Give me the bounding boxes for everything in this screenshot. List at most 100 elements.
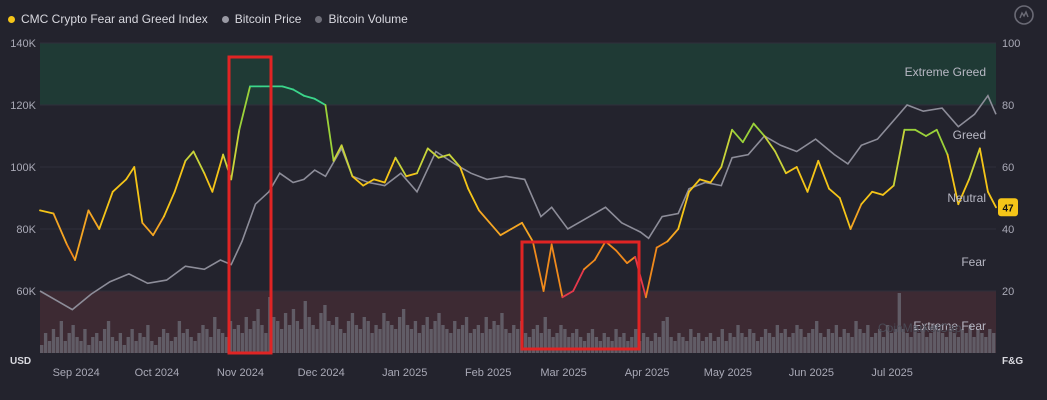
volume-bar — [547, 329, 551, 353]
volume-bar — [378, 329, 382, 353]
volume-bar — [311, 325, 315, 353]
volume-bar — [413, 321, 418, 353]
fear-greed-segment — [666, 228, 680, 243]
volume-bar — [767, 333, 772, 353]
volume-bar — [150, 341, 154, 353]
volume-bar — [449, 333, 453, 353]
volume-bar — [464, 317, 469, 353]
volume-bar — [457, 329, 461, 353]
volume-bar — [929, 333, 933, 353]
fear-greed-segment — [405, 172, 418, 178]
volume-bar — [720, 329, 724, 353]
volume-bar — [342, 333, 347, 353]
volume-bar — [940, 333, 945, 353]
fear-greed-segment — [752, 122, 766, 137]
volume-bar — [488, 329, 492, 353]
volume-bar — [417, 333, 422, 353]
y-left-tick-label: 120K — [10, 100, 36, 112]
volume-bar — [964, 333, 968, 353]
volume-bar — [138, 333, 142, 353]
fear-greed-segment — [978, 147, 989, 193]
fear-greed-segment — [645, 246, 658, 299]
volume-bar — [555, 333, 559, 353]
fear-greed-segment — [52, 212, 68, 246]
volume-bar — [484, 317, 488, 353]
volume-bar — [586, 333, 591, 353]
x-tick-label: Oct 2024 — [135, 367, 180, 379]
volume-bar — [874, 333, 878, 353]
volume-bar — [618, 337, 622, 353]
fear-greed-segment — [340, 144, 354, 178]
volume-bar — [602, 333, 606, 353]
fear-greed-segment — [39, 209, 55, 215]
volume-bar — [468, 333, 473, 353]
fear-greed-segment — [448, 153, 462, 168]
legend-item-fear-greed[interactable]: CMC Crypto Fear and Greed Index — [8, 12, 208, 26]
volume-bar — [535, 325, 540, 353]
zone-label: Extreme Fear — [913, 319, 986, 333]
volume-bar — [244, 317, 248, 353]
volume-bar — [846, 333, 850, 353]
fear-greed-segment — [467, 187, 480, 212]
fear-greed-segment — [634, 255, 647, 299]
y-right-tick-label: 80 — [1002, 100, 1014, 112]
fear-greed-segment — [111, 178, 128, 193]
volume-bar — [279, 329, 284, 353]
volume-bar — [787, 337, 791, 353]
volume-bar — [697, 333, 701, 353]
fear-greed-segment — [817, 159, 830, 190]
fear-greed-segment — [173, 159, 187, 193]
volume-bar — [523, 333, 528, 353]
volume-bar — [759, 337, 764, 353]
volume-bar — [693, 337, 697, 353]
volume-bar — [779, 333, 783, 353]
volume-bar — [386, 321, 390, 353]
volume-bar — [858, 329, 862, 353]
volume-bar — [917, 333, 921, 353]
fear-greed-segment — [720, 128, 733, 168]
volume-bar — [158, 337, 162, 353]
fear-greed-segment — [203, 172, 214, 193]
current-value-badge — [998, 198, 1018, 217]
fear-greed-segment — [87, 209, 101, 230]
fear-greed-segment — [698, 178, 712, 184]
x-tick-label: Sep 2024 — [53, 367, 100, 379]
volume-bar — [590, 329, 595, 353]
volume-bar — [716, 337, 721, 353]
fear-greed-segment — [593, 240, 607, 261]
fear-greed-segment — [583, 259, 596, 271]
volume-bar — [114, 341, 119, 353]
fear-greed-segment — [806, 159, 820, 193]
volume-bar — [401, 309, 406, 353]
volume-bar — [248, 329, 252, 353]
volume-bar — [850, 337, 854, 353]
fear-greed-segment — [230, 128, 241, 181]
bitcoin-volume-dot-icon — [315, 15, 323, 23]
volume-bar — [712, 341, 717, 353]
volume-bar — [795, 325, 799, 353]
legend-item-bitcoin-volume[interactable]: Bitcoin Volume — [315, 12, 408, 26]
volume-bar — [626, 341, 630, 353]
volume-bar — [622, 333, 626, 353]
volume-bar — [264, 333, 268, 353]
fear-greed-segment — [373, 178, 386, 184]
volume-bar — [976, 329, 980, 353]
volume-bar — [877, 329, 882, 353]
volume-bar — [453, 321, 457, 353]
volume-bar — [901, 329, 905, 353]
volume-bar — [811, 329, 815, 353]
x-tick-label: May 2025 — [704, 367, 752, 379]
volume-bar — [645, 337, 650, 353]
volume-bar — [559, 325, 563, 353]
volume-bar — [189, 337, 193, 353]
volume-bar — [681, 337, 685, 353]
fear-greed-segment — [655, 240, 669, 249]
highlight-box-mar-apr-2025 — [520, 240, 641, 351]
fear-greed-segment — [968, 147, 981, 181]
x-tick-label: Apr 2025 — [625, 367, 670, 379]
volume-bar — [980, 333, 984, 353]
volume-bar — [55, 337, 60, 353]
volume-bar — [370, 333, 374, 353]
legend-item-bitcoin-price[interactable]: Bitcoin Price — [221, 12, 301, 26]
volume-bar — [756, 341, 760, 353]
